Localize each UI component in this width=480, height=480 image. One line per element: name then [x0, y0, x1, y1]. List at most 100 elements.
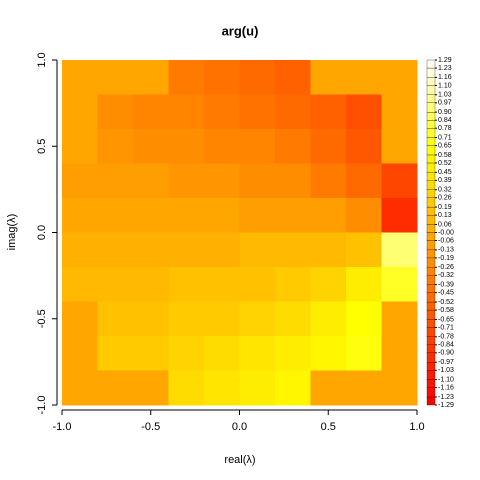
heatmap-cell: [275, 336, 311, 371]
heatmap-cell: [310, 370, 347, 406]
heatmap-cell: [239, 129, 276, 164]
heatmap-cell: [62, 301, 98, 337]
heatmap-cell: [204, 267, 240, 302]
heatmap-cell: [97, 129, 134, 164]
colorbar-tick-label: -1.10: [438, 376, 454, 383]
heatmap-cell: [62, 232, 98, 268]
heatmap-cell: [310, 94, 347, 130]
colorbar-band: [426, 387, 436, 398]
heatmap-cell: [381, 163, 418, 199]
heatmap-cell: [275, 129, 311, 164]
heatmap-cell: [381, 267, 418, 302]
colorbar-tick-label: 0.39: [438, 177, 452, 184]
heatmap-cell: [62, 60, 98, 95]
heatmap-cell: [346, 163, 382, 199]
heatmap-cell: [346, 336, 382, 371]
x-axis-label: real(λ): [224, 454, 255, 466]
heatmap-cell: [97, 60, 134, 95]
colorbar-tick-label: -0.32: [438, 272, 454, 279]
heatmap-cell: [381, 198, 418, 233]
colorbar-tick-label: -0.00: [438, 229, 454, 236]
heatmap-cell: [97, 232, 134, 268]
colorbar-tick-label: 1.23: [438, 65, 452, 72]
heatmap-cell: [168, 163, 205, 199]
heatmap-cell: [239, 301, 276, 337]
colorbar-band: [426, 344, 436, 353]
heatmap-cell: [133, 163, 169, 199]
heatmap-cell: [97, 267, 134, 302]
heatmap-cell: [381, 129, 418, 164]
colorbar-tick-label: -0.84: [438, 342, 454, 349]
colorbar-band: [426, 379, 436, 388]
heatmap-cell: [133, 129, 169, 164]
colorbar-band: [426, 180, 436, 190]
colorbar-band: [426, 59, 436, 69]
x-tick-label: 0.0: [232, 421, 247, 433]
heatmap-cell: [310, 129, 347, 164]
heatmap-cell: [310, 163, 347, 199]
colorbar-tick-label: -0.71: [438, 324, 454, 331]
heatmap-cell: [239, 267, 276, 302]
heatmap-cell: [346, 301, 382, 337]
heatmap-cell: [275, 198, 311, 233]
x-tick-label: -1.0: [53, 421, 72, 433]
heatmap-cell: [168, 198, 205, 233]
heatmap-cell: [239, 94, 276, 130]
heatmap-cell: [310, 232, 347, 268]
heatmap-cell: [204, 60, 240, 95]
heatmap-cell: [204, 129, 240, 164]
colorbar-tick-label: 0.45: [438, 169, 452, 176]
colorbar-band: [426, 120, 436, 129]
heatmap-cell: [97, 163, 134, 199]
colorbar-band: [426, 370, 436, 380]
heatmap-cell: [133, 94, 169, 130]
colorbar-band: [426, 154, 436, 164]
colorbar-tick-label: 0.78: [438, 125, 452, 132]
heatmap-cell: [346, 370, 382, 406]
colorbar-tick-label: 1.16: [438, 74, 452, 81]
heatmap-cell: [381, 336, 418, 371]
colorbar-band: [426, 137, 436, 146]
colorbar-tick-label: 0.84: [438, 117, 452, 124]
heatmap-cell: [133, 336, 169, 371]
colorbar-band: [426, 257, 436, 268]
heatmap-cell: [133, 267, 169, 302]
colorbar-band: [426, 396, 436, 406]
colorbar-band: [426, 102, 436, 113]
colorbar-tick-label: 0.19: [438, 204, 452, 211]
heatmap-cell: [204, 232, 240, 268]
heatmap-cell: [239, 370, 276, 406]
heatmap-cell: [168, 301, 205, 337]
colorbar-tick-label: -0.97: [438, 359, 454, 366]
colorbar-tick-label: -0.39: [438, 281, 454, 288]
heatmap-cell: [239, 232, 276, 268]
heatmap-cell: [346, 60, 382, 95]
heatmap-cell: [204, 198, 240, 233]
heatmap-cell: [62, 267, 98, 302]
colorbar-band: [426, 172, 436, 181]
heatmap-cell: [346, 267, 382, 302]
heatmap-cell: [346, 129, 382, 164]
heatmap-cell: [204, 370, 240, 406]
x-tick-label: 1.0: [409, 421, 424, 433]
colorbar-band: [426, 284, 436, 293]
heatmap-cell: [275, 232, 311, 268]
colorbar-tick-label: 1.03: [438, 92, 452, 99]
heatmap-cell: [204, 301, 240, 337]
heatmap-cell: [275, 60, 311, 95]
y-tick-label: -1.0: [36, 396, 48, 415]
colorbar-tick-label: 0.90: [438, 109, 452, 116]
heatmap-cell: [239, 60, 276, 95]
colorbar-band: [426, 224, 436, 233]
colorbar-band: [426, 309, 436, 320]
heatmap-cell: [275, 163, 311, 199]
heatmap-cell: [310, 301, 347, 337]
heatmap-cell: [168, 267, 205, 302]
colorbar-tick-label: 0.06: [438, 221, 452, 228]
heatmap-cell: [381, 370, 418, 406]
colorbar-band: [426, 112, 436, 121]
colorbar-tick-label: -0.65: [438, 316, 454, 323]
colorbar-tick-label: 0.97: [438, 100, 452, 107]
heatmap-cell: [204, 336, 240, 371]
colorbar-band: [426, 352, 436, 363]
